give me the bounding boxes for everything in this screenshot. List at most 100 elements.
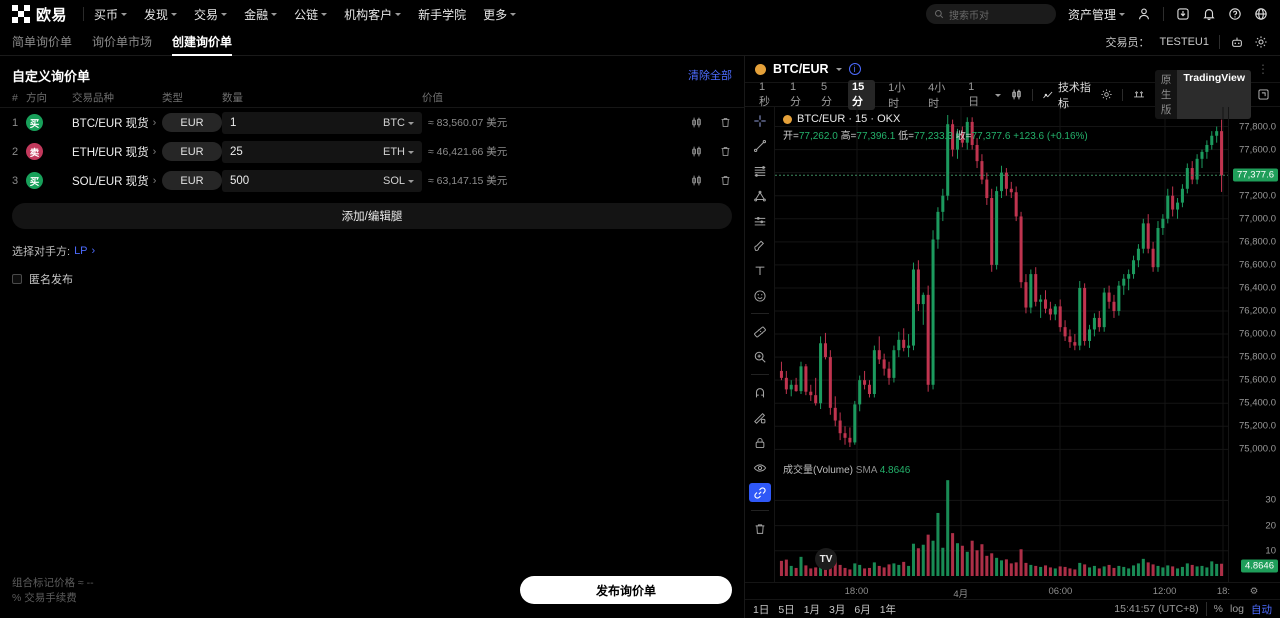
user-icon[interactable] [1137, 7, 1151, 21]
unit-dropdown[interactable]: SOL [383, 175, 414, 187]
chevron-down-icon[interactable] [835, 68, 842, 71]
bell-icon[interactable] [1202, 7, 1216, 21]
range-1m[interactable]: 1月 [803, 603, 821, 616]
compare-icon[interactable] [1132, 88, 1146, 101]
quantity-input[interactable]: 1 BTC [222, 111, 422, 134]
range-5d[interactable]: 5日 [778, 603, 795, 616]
range-3m[interactable]: 3月 [829, 603, 846, 616]
gear-icon[interactable] [1100, 88, 1113, 101]
nav-item-trade[interactable]: 交易 [194, 6, 228, 23]
candlestick-icon[interactable] [690, 116, 703, 129]
symbol-label: BTC/EUR 现货 [72, 117, 149, 130]
timeframe-1d[interactable]: 1日 [968, 80, 980, 108]
row-side[interactable]: 买 [26, 114, 72, 131]
btc-coin-icon [755, 63, 766, 75]
delete-icon[interactable] [719, 116, 732, 129]
row-symbol-selector[interactable]: SOL/EUR 现货 › [72, 173, 162, 189]
panel-drag-handle[interactable]: ⋮ [1257, 62, 1270, 76]
nav-item-more[interactable]: 更多 [483, 6, 517, 23]
row-symbol-selector[interactable]: ETH/EUR 现货 › [72, 144, 162, 160]
row-side[interactable]: 卖 [26, 143, 72, 160]
info-icon[interactable]: i [848, 63, 861, 75]
timeframe-15m[interactable]: 15分 [848, 79, 876, 110]
sync-link-icon[interactable] [748, 483, 771, 502]
pattern-icon[interactable] [749, 211, 771, 230]
eye-icon[interactable] [749, 458, 771, 477]
quantity-input[interactable]: 25 ETH [222, 140, 422, 163]
okx-logo[interactable]: 欧易 [12, 4, 67, 25]
fib-retracement-icon[interactable] [749, 161, 771, 180]
chevron-down-icon[interactable] [995, 93, 1002, 97]
row-type[interactable]: EUR [162, 113, 222, 132]
search-input[interactable]: 搜索币对 [925, 4, 1056, 24]
delete-icon[interactable] [719, 145, 732, 158]
chart-plot-area[interactable]: BTC/EUR · 15 · OKX 开=77,262.0 高=77,396.1… [775, 107, 1228, 582]
candlestick-icon[interactable] [690, 145, 703, 158]
assets-management-menu[interactable]: 资产管理 [1068, 6, 1125, 23]
chart-type-candles-icon[interactable] [1010, 88, 1023, 101]
pitchfork-icon[interactable] [749, 186, 771, 205]
nav-item-institutional[interactable]: 机构客户 [344, 6, 402, 23]
auto-scale-toggle[interactable]: 自动 [1251, 603, 1272, 616]
timeframe-1h[interactable]: 1小时 [888, 81, 906, 110]
range-1y[interactable]: 1年 [879, 603, 897, 616]
tab-simple-rfq[interactable]: 简单询价单 [12, 35, 73, 49]
zoom-in-icon[interactable] [749, 347, 771, 366]
candlestick-icon[interactable] [690, 174, 703, 187]
row-symbol-selector[interactable]: BTC/EUR 现货 › [72, 115, 162, 131]
quantity-input[interactable]: 500 SOL [222, 169, 422, 192]
magnet-icon[interactable] [749, 383, 771, 402]
globe-icon[interactable] [1254, 7, 1268, 21]
brush-icon[interactable] [749, 236, 771, 255]
range-6m[interactable]: 6月 [854, 603, 871, 616]
text-icon[interactable] [749, 261, 771, 280]
row-type[interactable]: EUR [162, 142, 222, 161]
anonymous-publish-checkbox[interactable]: 匿名发布 [0, 259, 744, 287]
last-price-tag: 77,377.6 [1233, 168, 1278, 182]
clear-all-button[interactable]: 清除全部 [688, 70, 732, 82]
row-type[interactable]: EUR [162, 171, 222, 190]
time-axis[interactable]: 18:00 4月 06:00 12:00 18: ⚙ [745, 582, 1280, 600]
volume-axis-label: 20 [1265, 520, 1276, 532]
publish-rfq-button[interactable]: 发布询价单 [520, 576, 732, 604]
nav-item-buy-crypto[interactable]: 买币 [94, 6, 128, 23]
draw-mode-icon[interactable] [749, 408, 771, 427]
add-edit-leg-button[interactable]: 添加/编辑腿 [12, 203, 732, 229]
emoji-icon[interactable] [749, 286, 771, 305]
tab-rfq-market[interactable]: 询价单市场 [92, 35, 153, 49]
nav-item-discover[interactable]: 发现 [144, 6, 178, 23]
ruler-icon[interactable] [749, 322, 771, 341]
lock-icon[interactable] [749, 433, 771, 452]
trash-icon[interactable] [749, 519, 771, 538]
nav-item-finance[interactable]: 金融 [244, 6, 278, 23]
timeframe-5m[interactable]: 5分 [821, 80, 833, 108]
percent-scale-toggle[interactable]: % [1213, 603, 1223, 615]
nav-item-chain[interactable]: 公链 [294, 6, 328, 23]
unit-dropdown[interactable]: BTC [383, 117, 414, 129]
time-axis-settings-icon[interactable]: ⚙ [1249, 586, 1259, 597]
trend-line-icon[interactable] [749, 136, 771, 155]
fullscreen-icon[interactable] [1257, 88, 1270, 101]
unit-dropdown[interactable]: ETH [383, 146, 414, 158]
indicators-button[interactable]: 技术指标 [1042, 79, 1091, 111]
range-1d[interactable]: 1日 [753, 603, 770, 616]
row-side[interactable]: 买 [26, 172, 72, 189]
price-axis[interactable]: 77,800.077,600.077,400.077,200.077,000.0… [1228, 107, 1280, 582]
bot-icon[interactable] [1230, 35, 1244, 49]
gear-icon[interactable] [1254, 35, 1268, 49]
view-native[interactable]: 原生版 [1160, 74, 1172, 116]
help-icon[interactable] [1228, 7, 1242, 21]
trader-name: TESTEU1 [1159, 35, 1209, 48]
timeframe-1s[interactable]: 1秒 [759, 80, 770, 108]
timeframe-1m[interactable]: 1分 [790, 80, 802, 108]
tab-create-rfq[interactable]: 创建询价单 [172, 28, 233, 56]
row-value: ≈ 63,147.15 美元 [428, 175, 508, 187]
view-tradingview[interactable]: TradingView [1177, 70, 1252, 119]
download-icon[interactable] [1176, 7, 1190, 21]
counterparty-selector[interactable]: 选择对手方: LP › [0, 229, 744, 259]
crosshair-icon[interactable] [749, 111, 771, 130]
timeframe-4h[interactable]: 4小时 [928, 81, 946, 110]
nav-item-academy[interactable]: 新手学院 [418, 6, 466, 23]
delete-icon[interactable] [719, 174, 732, 187]
log-scale-toggle[interactable]: log [1229, 603, 1244, 615]
